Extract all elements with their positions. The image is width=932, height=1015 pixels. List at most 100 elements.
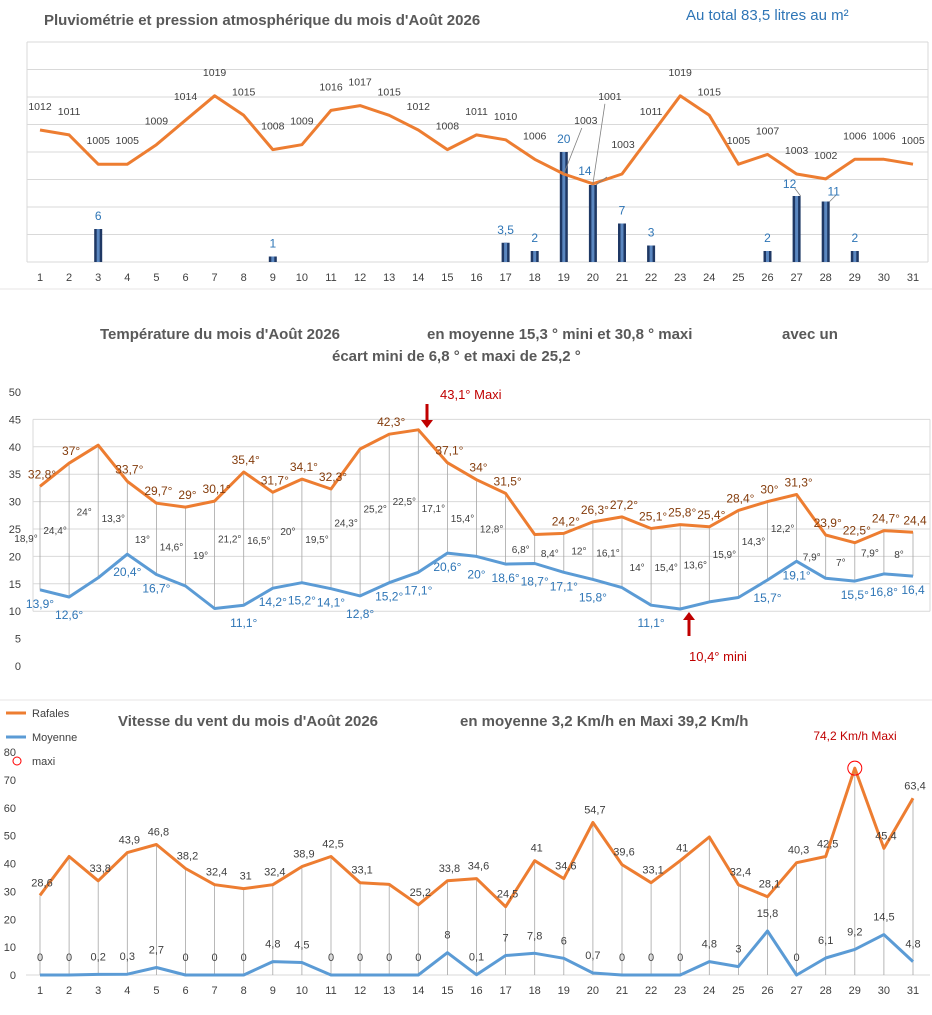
- temperature-min-label: 15,2°: [288, 594, 316, 608]
- wind-x-tick-label: 9: [270, 985, 276, 997]
- temperature-ecart-label: 24,4°: [43, 526, 66, 537]
- temperature-min-label: 19,1°: [783, 568, 811, 582]
- wind-gust-label: 33,8: [439, 863, 460, 875]
- temperature-ecart-label: 19,5°: [305, 535, 328, 546]
- rain-x-tick-label: 27: [790, 272, 802, 284]
- rain-x-tick-label: 19: [558, 272, 570, 284]
- wind-gust-line: [38, 766, 915, 909]
- wind-gust-label: 54,7: [584, 805, 605, 817]
- temperature-min-label: 18,6°: [492, 571, 520, 585]
- pressure-value-label: 1017: [348, 77, 372, 89]
- temperature-subtitle-ecart: écart mini de 6,8 ° et maxi de 25,2 °: [332, 348, 581, 365]
- wind-average-label: 4,8: [905, 939, 920, 951]
- temperature-min-label: 16,7°: [142, 581, 170, 595]
- wind-average-label: 0: [182, 952, 188, 964]
- wind-gust-label: 34,6: [555, 861, 576, 873]
- temperature-ecart-label: 12,8°: [480, 525, 503, 536]
- temperature-ecart-label: 12,2°: [771, 524, 794, 535]
- temperature-min-label: 12,8°: [346, 607, 374, 621]
- temperature-min-annotation: 10,4° mini: [689, 649, 747, 664]
- temperature-y-tick-label: 40: [9, 442, 21, 454]
- temperature-ecart-label: 19°: [193, 551, 208, 562]
- wind-average-label: 3: [735, 944, 741, 956]
- wind-gust-label: 43,9: [119, 835, 140, 847]
- temperature-min-label: 15,7°: [753, 591, 781, 605]
- temperature-max-arrow-head: [421, 420, 433, 428]
- temperature-y-tick-label: 10: [9, 606, 21, 618]
- rain-x-tick-label: 20: [587, 272, 599, 284]
- wind-x-tick-label: 1: [37, 985, 43, 997]
- pressure-value-label: 1015: [232, 86, 256, 98]
- wind-gust-label: 63,4: [904, 780, 925, 792]
- wind-x-tick-label: 13: [383, 985, 395, 997]
- wind-average-label: 9,2: [847, 926, 862, 938]
- wind-y-tick-label: 60: [4, 803, 16, 815]
- wind-average-label: 0,7: [585, 950, 600, 962]
- temperature-ecart-label: 25,2°: [363, 504, 386, 515]
- rain-value-label: 14: [578, 164, 592, 178]
- wind-average-label: 0: [357, 952, 363, 964]
- wind-average-label: 0: [677, 952, 683, 964]
- temperature-ecart-label: 24,3°: [334, 518, 357, 529]
- wind-gust-label: 41: [676, 843, 688, 855]
- pressure-value-label: 1012: [28, 101, 52, 113]
- rain-leader-line: [794, 187, 801, 197]
- wind-y-tick-label: 50: [4, 831, 16, 843]
- temperature-max-label: 25,1°: [639, 509, 667, 523]
- legend-maxi-marker: [12, 756, 22, 766]
- wind-average-label: 0,1: [469, 952, 484, 964]
- wind-gust-label: 33,1: [351, 865, 372, 877]
- temperature-max-label: 30,1°: [203, 482, 231, 496]
- temperature-min-label: 17,1°: [404, 583, 432, 597]
- pressure-value-label: 1003: [611, 139, 635, 151]
- wind-average-label: 4,8: [702, 939, 717, 951]
- rain-bar-highlight: [504, 242, 508, 262]
- temperature-min-label: 14,2°: [259, 595, 287, 609]
- wind-y-tick-label: 40: [4, 859, 16, 871]
- temperature-ecart-label: 13,6°: [684, 560, 707, 571]
- wind-average-label: 7: [503, 932, 509, 944]
- rain-value-label: 7: [619, 204, 626, 218]
- pressure-value-label: 1019: [669, 67, 693, 79]
- pressure-value-label: 1008: [436, 121, 460, 133]
- temperature-max-label: 32,8°: [28, 467, 56, 481]
- rain-x-tick-label: 22: [645, 272, 657, 284]
- temperature-max-label: 33,7°: [115, 462, 143, 476]
- wind-average-label: 6: [561, 935, 567, 947]
- wind-x-tick-label: 28: [820, 985, 832, 997]
- pressure-value-label: 1009: [290, 116, 314, 128]
- wind-x-tick-label: 30: [878, 985, 890, 997]
- temperature-min-label: 14,1°: [317, 596, 345, 610]
- wind-gust-label: 38,9: [293, 849, 314, 861]
- wind-x-tick-label: 2: [66, 985, 72, 997]
- rain-x-tick-label: 3: [95, 272, 101, 284]
- temperature-max-label: 37°: [62, 444, 80, 458]
- temperature-ecart-label: 14°: [630, 563, 645, 574]
- temperature-ecart-label: 13°: [135, 535, 150, 546]
- pressure-value-label: 1001: [598, 91, 622, 103]
- pressure-value-label: 1011: [58, 106, 81, 118]
- temperature-y-tick-label: 15: [9, 579, 21, 591]
- wind-y-tick-label: 10: [4, 942, 16, 954]
- temperature-y-tick-label: 20: [9, 551, 21, 563]
- wind-gust-label: 39,6: [613, 847, 634, 859]
- rain-value-label: 2: [764, 231, 771, 245]
- wind-gust-label: 32,4: [206, 867, 227, 879]
- temperature-subtitle-averages: en moyenne 15,3 ° mini et 30,8 ° maxi: [427, 326, 692, 343]
- rain-x-tick-label: 9: [270, 272, 276, 284]
- rain-x-tick-label: 7: [212, 272, 218, 284]
- wind-average-label: 4,8: [265, 939, 280, 951]
- rain-x-tick-label: 14: [412, 272, 424, 284]
- wind-chart-subtitle: en moyenne 3,2 Km/h en Maxi 39,2 Km/h: [460, 713, 748, 730]
- temperature-ecart-label: 16,5°: [247, 536, 270, 547]
- temperature-ecart-label: 12°: [571, 547, 586, 558]
- temperature-ecart-label: 7°: [836, 558, 846, 569]
- rain-value-label: 2: [851, 231, 858, 245]
- temperature-max-label: 29,7°: [144, 484, 172, 498]
- temperature-max-label: 27,2°: [610, 498, 638, 512]
- wind-x-tick-label: 24: [703, 985, 715, 997]
- temperature-min-label: 18,7°: [521, 575, 549, 589]
- wind-gust-label: 31: [240, 871, 252, 883]
- rain-x-tick-label: 12: [354, 272, 366, 284]
- wind-max-marker: [847, 760, 863, 776]
